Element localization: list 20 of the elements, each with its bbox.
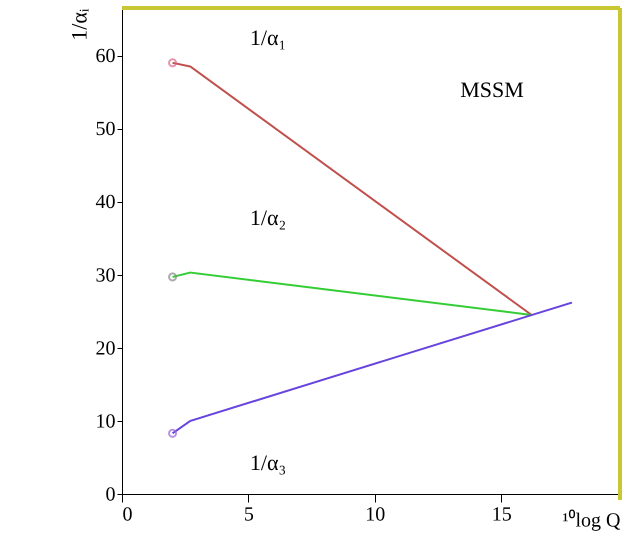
y-tick-label: 40 — [96, 191, 116, 214]
point — [168, 58, 178, 68]
y-tick-label: 30 — [96, 264, 116, 286]
y-tick-label: 10 — [96, 410, 116, 432]
x-axis-title: ¹⁰log Q — [562, 508, 622, 532]
annotation: 1/α₁ — [250, 25, 286, 50]
x-tick-label: 5 — [244, 504, 254, 526]
annotation: 1/α₂ — [250, 205, 286, 230]
y-tick-label: 60 — [96, 45, 116, 68]
point — [168, 272, 178, 282]
annotation: 1/α₃ — [250, 450, 286, 475]
y-tick-label: 50 — [96, 118, 116, 140]
y-tick-label: 20 — [96, 337, 116, 360]
point — [168, 428, 178, 438]
x-tick-label: 15 — [492, 504, 512, 526]
x-tick-label: 10 — [365, 504, 386, 526]
x-tick-label: 0 — [122, 504, 132, 526]
y-axis-title: 1/αᵢ — [66, 8, 92, 41]
annotation: MSSM — [460, 77, 524, 102]
y-tick-label: 0 — [106, 484, 116, 506]
